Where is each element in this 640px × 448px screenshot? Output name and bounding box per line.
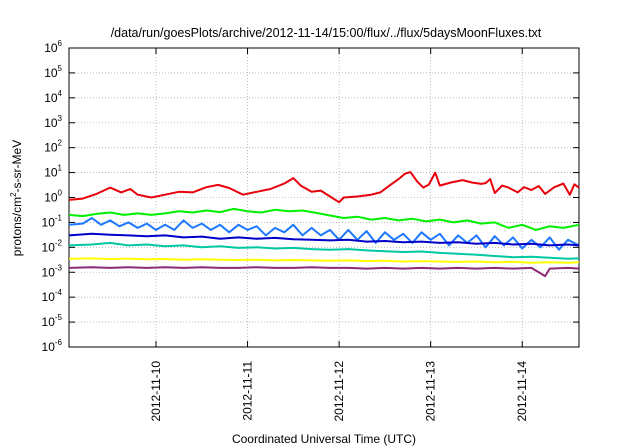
- y-tick-base: 10: [44, 141, 58, 155]
- y-tick-exponent: 1: [58, 164, 63, 173]
- y-tick-base: 10: [42, 290, 56, 304]
- x-tick-label: 2012-11-14: [515, 361, 529, 422]
- y-tick-base: 10: [44, 66, 58, 80]
- y-tick-exponent: 4: [58, 89, 63, 98]
- y-tick-label: 101: [44, 164, 62, 180]
- series-line: [68, 217, 580, 251]
- chart-title: /data/run/goesPlots/archive/2012-11-14/1…: [111, 26, 542, 40]
- y-tick-base: 10: [44, 41, 58, 55]
- y-tick-base: 10: [44, 166, 58, 180]
- y-tick-label: 105: [44, 64, 62, 80]
- x-tick-label: 2012-11-11: [241, 361, 255, 421]
- y-tick-label: 10-3: [42, 263, 63, 279]
- y-tick-base: 10: [44, 91, 58, 105]
- y-tick-label: 103: [44, 114, 62, 130]
- x-tick-label: 2012-11-10: [149, 361, 163, 422]
- y-tick-base: 10: [42, 265, 56, 279]
- y-tick-exponent: -2: [55, 238, 63, 247]
- y-tick-exponent: 5: [58, 64, 63, 73]
- y-tick-label: 106: [44, 39, 62, 55]
- grid: [69, 47, 579, 348]
- y-tick-label: 10-4: [42, 288, 63, 304]
- y-tick-label: 104: [44, 89, 62, 105]
- y-tick-base: 10: [42, 340, 56, 354]
- y-tick-label: 10-5: [42, 313, 63, 329]
- y-tick-exponent: 2: [58, 139, 63, 148]
- x-tick-label: 2012-11-13: [424, 361, 438, 422]
- y-tick-label: 100: [44, 189, 62, 205]
- x-axis-label: Coordinated Universal Time (UTC): [232, 432, 416, 446]
- y-tick-label: 10-1: [42, 213, 63, 229]
- y-tick-exponent: -1: [55, 213, 63, 222]
- y-tick-label: 10-6: [42, 338, 63, 354]
- y-axis-label: protons/cm2-s-sr-MeV: [9, 140, 24, 256]
- series-line: [68, 241, 580, 260]
- series-line: [68, 207, 580, 231]
- series-line: [68, 257, 580, 264]
- y-tick-exponent: -4: [55, 288, 63, 297]
- y-tick-base: 10: [42, 240, 56, 254]
- y-tick-base: 10: [44, 191, 58, 205]
- y-axis-label-suffix: -s-sr-MeV: [10, 140, 24, 193]
- y-tick-base: 10: [42, 315, 56, 329]
- y-axis-label-superscript: 2: [9, 192, 18, 197]
- series-line: [68, 171, 580, 204]
- y-tick-exponent: -5: [55, 313, 63, 322]
- y-tick-exponent: -6: [55, 338, 63, 347]
- series-line: [68, 266, 580, 278]
- y-tick-exponent: 0: [58, 189, 63, 198]
- y-tick-exponent: 6: [58, 39, 63, 48]
- x-tick-label: 2012-11-12: [332, 361, 346, 422]
- y-tick-labels: 10-610-510-410-310-210-11001011021031041…: [42, 39, 63, 354]
- series-line: [68, 232, 580, 247]
- y-tick-exponent: 3: [58, 114, 63, 123]
- y-axis-label-prefix: protons/cm: [10, 197, 24, 256]
- y-tick-label: 10-2: [42, 238, 63, 254]
- x-tick-labels: 2012-11-10 2012-11-11 2012-11-12 2012-11-13…: [149, 361, 529, 422]
- y-tick-label: 102: [44, 139, 62, 155]
- series-group: [68, 171, 580, 278]
- y-tick-base: 10: [42, 215, 56, 229]
- y-tick-exponent: -3: [55, 263, 63, 272]
- y-tick-base: 10: [44, 116, 58, 130]
